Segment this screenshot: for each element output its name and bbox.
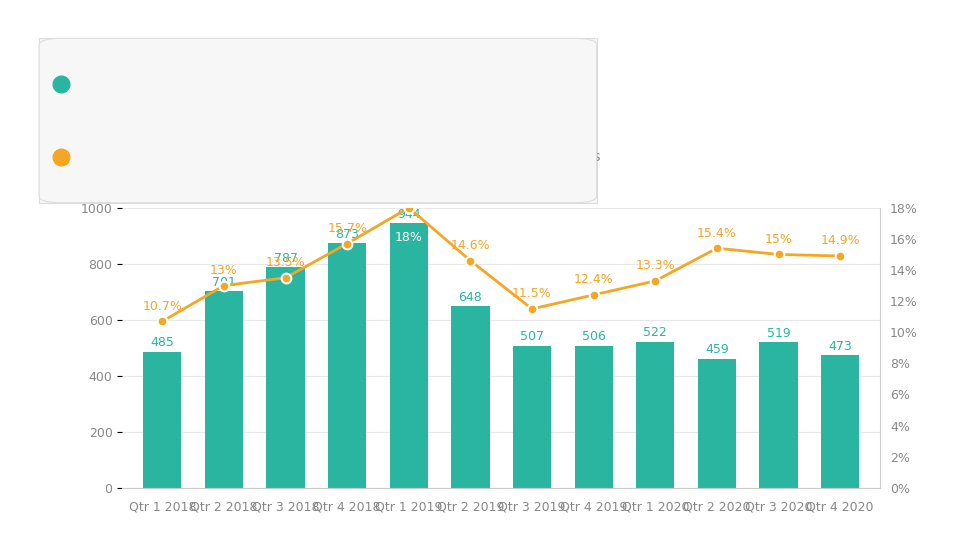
Text: 519: 519	[766, 327, 789, 340]
Text: Complaints to EWON involving behind the meter products: Complaints to EWON involving behind the …	[89, 77, 491, 92]
Text: 14.6%: 14.6%	[450, 239, 489, 252]
Text: Behind the meter complaints as a percentage of all electricity complaints: Behind the meter complaints as a percent…	[89, 150, 600, 164]
Text: 648: 648	[458, 290, 482, 304]
Text: 15.7%: 15.7%	[327, 222, 366, 235]
Text: 10.7%: 10.7%	[143, 300, 182, 313]
Bar	[327, 243, 366, 488]
Text: 701: 701	[212, 276, 235, 289]
Text: 13.5%: 13.5%	[266, 256, 305, 269]
Text: 459: 459	[704, 344, 728, 356]
Text: 787: 787	[274, 252, 297, 265]
Text: 13%: 13%	[210, 264, 237, 277]
Bar	[635, 341, 674, 488]
Text: 18%: 18%	[395, 231, 422, 244]
Text: 873: 873	[335, 227, 359, 241]
Text: 522: 522	[643, 326, 666, 339]
Bar	[573, 346, 613, 488]
Bar	[697, 359, 736, 488]
Text: 18%: 18%	[395, 186, 422, 199]
Bar	[143, 352, 181, 488]
Text: 507: 507	[520, 330, 543, 343]
Bar	[821, 355, 859, 488]
Text: 944: 944	[397, 208, 420, 221]
Text: 15.4%: 15.4%	[697, 227, 736, 239]
Text: 506: 506	[581, 330, 605, 343]
Bar	[450, 306, 489, 488]
Text: 15%: 15%	[764, 233, 791, 246]
Bar	[759, 342, 797, 488]
Text: 11.5%: 11.5%	[512, 287, 551, 300]
Text: 12.4%: 12.4%	[573, 273, 613, 286]
Bar	[512, 346, 551, 488]
Text: 14.9%: 14.9%	[820, 235, 859, 248]
Bar	[266, 267, 305, 488]
Bar	[389, 224, 428, 488]
Text: 485: 485	[150, 336, 174, 349]
Text: 473: 473	[828, 340, 851, 352]
Bar	[204, 292, 242, 488]
FancyBboxPatch shape	[39, 38, 596, 203]
Text: 13.3%: 13.3%	[635, 259, 674, 272]
